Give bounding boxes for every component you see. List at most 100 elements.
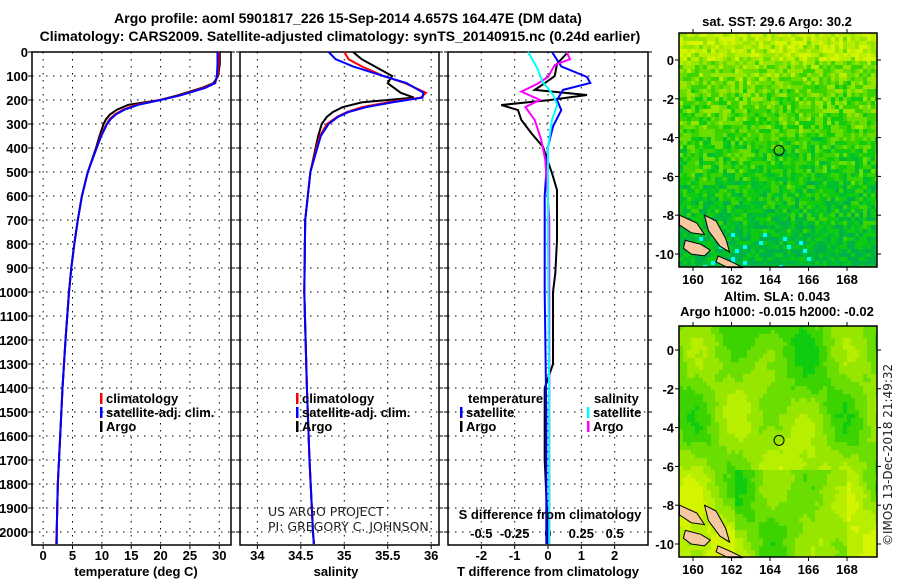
- map-cell: [719, 386, 723, 390]
- map-cell: [759, 406, 763, 410]
- map-cell: [875, 257, 877, 261]
- map-cell: [787, 394, 791, 398]
- map-cell: [875, 189, 877, 193]
- map-cell: [731, 237, 735, 241]
- map-cell: [735, 386, 739, 390]
- map-cell: [831, 217, 835, 221]
- map-cell: [707, 89, 711, 93]
- map-cell: [847, 209, 851, 213]
- map-cell: [839, 458, 843, 462]
- map-cell: [731, 253, 735, 257]
- map-cell: [823, 153, 827, 157]
- map-cell: [811, 370, 815, 374]
- map-cell: [803, 454, 807, 458]
- map-cell: [715, 326, 719, 330]
- map-cell: [731, 93, 735, 97]
- map-cell: [875, 217, 877, 221]
- map-cell: [735, 390, 739, 394]
- map-cell: [699, 101, 703, 105]
- map-cell: [807, 366, 811, 370]
- map-cell: [847, 137, 851, 141]
- map-cell: [715, 177, 719, 181]
- map-cell: [859, 153, 863, 157]
- map-cell: [875, 73, 877, 77]
- map-cell: [695, 33, 699, 37]
- map-cell: [855, 414, 859, 418]
- map-cell: [699, 129, 703, 133]
- map-cell: [799, 101, 803, 105]
- map-cell: [871, 49, 875, 53]
- map-cell: [703, 45, 707, 49]
- map-cell: [835, 390, 839, 394]
- map-cell: [743, 161, 747, 165]
- map-cell: [767, 85, 771, 89]
- map-cell: [839, 390, 843, 394]
- map-cell: [823, 434, 827, 438]
- map-cell: [819, 374, 823, 378]
- legend-label: Argo: [466, 419, 496, 434]
- map-cell: [851, 205, 855, 209]
- map-cell: [807, 225, 811, 229]
- map-cell: [743, 418, 747, 422]
- map-cell: [711, 73, 715, 77]
- depth-tick-label: 800: [6, 237, 28, 252]
- map-cell: [691, 109, 695, 113]
- map-cell: [839, 101, 843, 105]
- map-cell: [743, 217, 747, 221]
- map-cell: [719, 85, 723, 89]
- map-cell: [815, 334, 819, 338]
- map-cell: [819, 37, 823, 41]
- map-cell: [703, 261, 707, 265]
- map-cell: [803, 221, 807, 225]
- map-cell: [843, 173, 847, 177]
- map-cell: [755, 229, 759, 233]
- map-cell: [695, 37, 699, 41]
- map-cell: [683, 442, 687, 446]
- map-cell: [723, 402, 727, 406]
- map-cell: [731, 205, 735, 209]
- map-cell: [835, 33, 839, 37]
- map-cell: [835, 85, 839, 89]
- map-cell: [843, 261, 847, 265]
- map-cell: [851, 338, 855, 342]
- map-cell: [791, 97, 795, 101]
- map-cell: [727, 105, 731, 109]
- map-cell: [771, 133, 775, 137]
- map-cell: [731, 121, 735, 125]
- map-cell: [779, 422, 783, 426]
- map-cell: [843, 33, 847, 37]
- map-cell: [867, 161, 871, 165]
- map-cell: [859, 161, 863, 165]
- map-cell: [699, 149, 703, 153]
- map-cell: [715, 113, 719, 117]
- map-cell: [791, 382, 795, 386]
- map-cell: [763, 49, 767, 53]
- map-cell: [735, 57, 739, 61]
- map-cell: [803, 430, 807, 434]
- map-cell: [787, 65, 791, 69]
- map-cell: [851, 93, 855, 97]
- map-cell: [695, 334, 699, 338]
- map-cell: [747, 265, 751, 267]
- map-cell: [723, 330, 727, 334]
- map-cell: [751, 362, 755, 366]
- map-cell: [847, 117, 851, 121]
- legend-swatch: [100, 407, 103, 418]
- map-cell: [823, 350, 827, 354]
- map-cell: [827, 265, 831, 267]
- map-cell: [823, 169, 827, 173]
- map-cell: [811, 350, 815, 354]
- map-cell: [695, 261, 699, 265]
- plot-frame: [447, 51, 649, 546]
- map-cell: [783, 205, 787, 209]
- map-cell: [691, 173, 695, 177]
- map-cell: [847, 213, 851, 217]
- map-cell: [783, 85, 787, 89]
- map-cell: [759, 426, 763, 430]
- map-cell: [867, 257, 871, 261]
- map-cell: [703, 177, 707, 181]
- map-cell: [743, 442, 747, 446]
- map-cell: [811, 161, 815, 165]
- map-cell: [819, 185, 823, 189]
- map-cell: [855, 97, 859, 101]
